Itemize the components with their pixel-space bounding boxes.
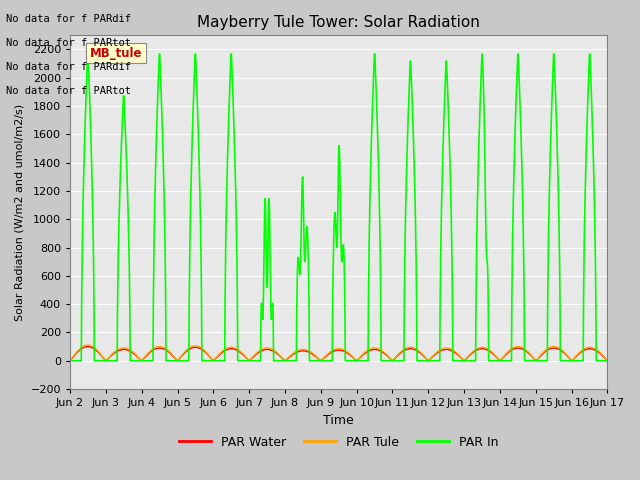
Line: PAR In: PAR In — [70, 54, 607, 361]
Text: No data for f PARdif: No data for f PARdif — [6, 62, 131, 72]
Text: No data for f PARdif: No data for f PARdif — [6, 14, 131, 24]
PAR In — [493, 358, 500, 364]
Y-axis label: Solar Radiation (W/m2 and umol/m2/s): Solar Radiation (W/m2 and umol/m2/s) — [15, 104, 25, 321]
PAR Water — [186, 346, 194, 352]
PAR Tule — [246, 357, 254, 363]
Text: No data for f PARtot: No data for f PARtot — [6, 86, 131, 96]
Line: PAR Tule: PAR Tule — [70, 345, 607, 361]
PAR Tule — [493, 354, 500, 360]
Title: Mayberry Tule Tower: Solar Radiation: Mayberry Tule Tower: Solar Radiation — [197, 15, 480, 30]
PAR In — [186, 237, 194, 242]
PAR Tule — [173, 358, 180, 363]
Text: No data for f PARtot: No data for f PARtot — [6, 38, 131, 48]
PAR Water — [422, 356, 430, 361]
PAR Water — [67, 358, 74, 364]
PAR Tule — [540, 349, 548, 355]
X-axis label: Time: Time — [323, 414, 354, 427]
PAR Tule — [422, 356, 430, 361]
PAR In — [246, 358, 254, 364]
PAR Water — [246, 357, 254, 363]
PAR In — [67, 358, 74, 364]
Line: PAR Water: PAR Water — [70, 347, 607, 361]
PAR In — [173, 358, 180, 364]
PAR Water — [540, 350, 548, 356]
PAR Water — [604, 358, 611, 364]
PAR In — [604, 358, 611, 364]
PAR In — [84, 51, 92, 57]
PAR Tule — [604, 358, 611, 364]
PAR Water — [173, 358, 180, 363]
PAR Tule — [67, 358, 74, 364]
PAR In — [540, 358, 548, 364]
Legend: PAR Water, PAR Tule, PAR In: PAR Water, PAR Tule, PAR In — [174, 431, 503, 454]
PAR Water — [493, 354, 500, 360]
PAR Water — [84, 344, 92, 349]
PAR Tule — [84, 342, 92, 348]
PAR In — [422, 358, 430, 364]
Text: MB_tule: MB_tule — [90, 47, 142, 60]
PAR Tule — [186, 345, 194, 350]
